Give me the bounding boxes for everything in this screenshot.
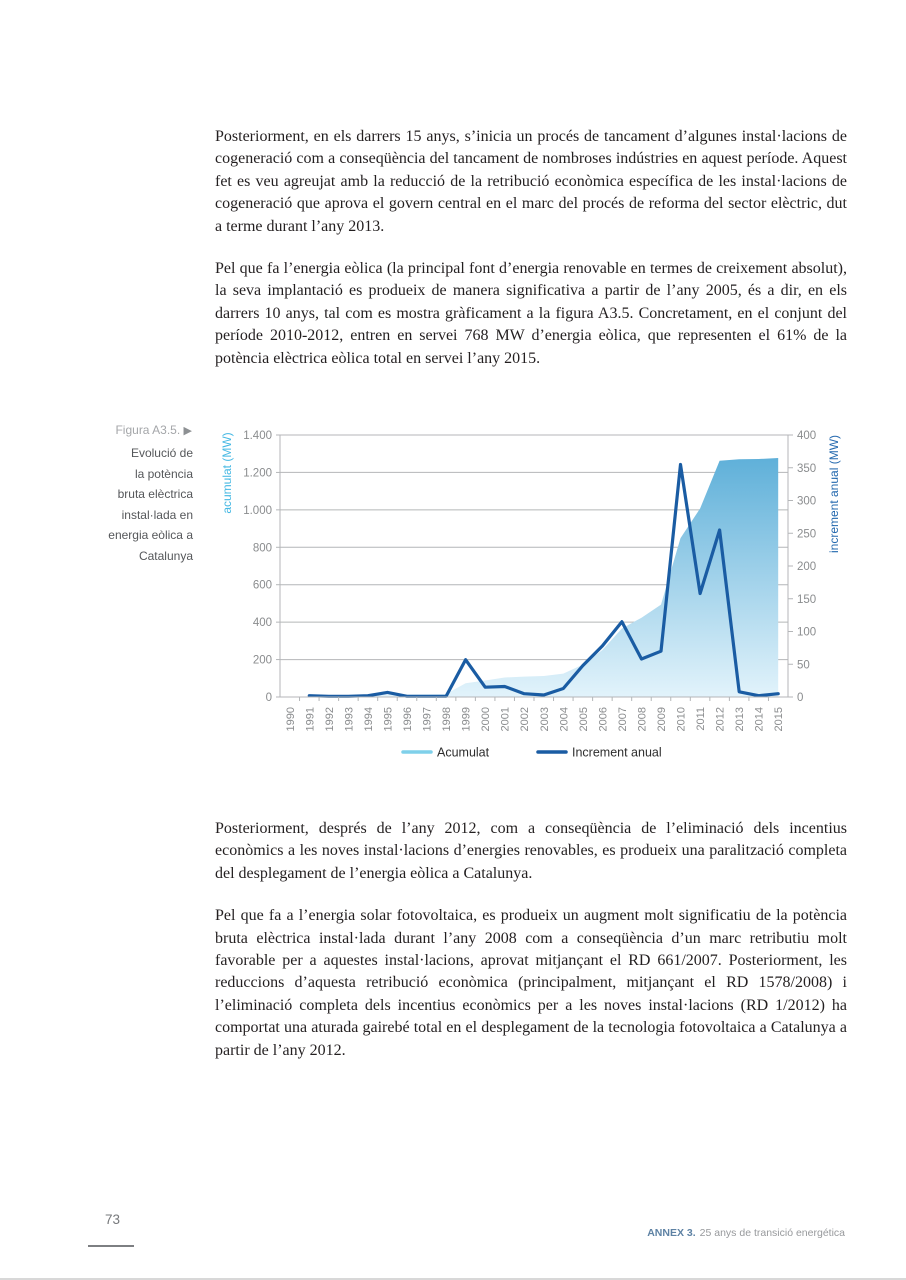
figure-chart-svg: 0 200 400 600 800 1.000 1.200 1.400 0 50 100 150 200…: [220, 430, 841, 760]
left-axis-tick-label: 1.400: [243, 430, 272, 442]
x-axis-tick-label: 2003: [539, 707, 551, 731]
right-axis-tick-label: 150: [797, 594, 816, 606]
figure-arrow-icon: ▶: [183, 425, 193, 437]
page-number-rule: [88, 1245, 134, 1247]
right-axis-tick-label: 350: [797, 463, 816, 475]
series-increment-line: [307, 462, 780, 698]
x-axis-tick-label: 1991: [304, 707, 316, 731]
right-axis-tick-label: 200: [797, 561, 816, 573]
right-axis-tick-label: 50: [797, 659, 810, 671]
page-number: 73: [105, 1212, 121, 1227]
x-axis-tick-label: 2015: [773, 707, 785, 731]
x-axis-tick-label: 2002: [519, 707, 531, 731]
x-axis-tick-label: 2000: [480, 707, 492, 731]
x-axis-tick-label: 2008: [636, 707, 648, 731]
x-axis-tick-label: 2007: [617, 707, 629, 731]
x-axis-tick-label: 1997: [422, 707, 434, 731]
right-axis-tick-label: 300: [797, 496, 816, 508]
footer-annex-label: ANNEX 3.: [647, 1227, 696, 1239]
body-text-bottom: Posteriorment, després de l’any 2012, co…: [215, 818, 847, 1082]
left-axis-tick-label: 400: [253, 617, 272, 629]
x-axis-tick-label: 2011: [695, 707, 707, 731]
paragraph-2: Pel que fa l’energia eòlica (la principa…: [215, 260, 847, 367]
x-axis-tick-label: 1993: [343, 707, 355, 731]
x-axis-tick-label: 1994: [363, 707, 375, 731]
footer-doc-title: 25 anys de transició energética: [699, 1227, 845, 1239]
left-axis-tick-label: 0: [266, 692, 272, 704]
legend-label-increment: Increment anual: [572, 746, 662, 760]
x-axis-tick-label: 1995: [382, 707, 394, 731]
paragraph-1: Posteriorment, en els darrers 15 anys, s…: [215, 128, 847, 235]
right-axis-title: increment anual (MW): [827, 435, 841, 553]
figure-chart: 0 200 400 600 800 1.000 1.200 1.400 0 50 100 150 200…: [218, 418, 868, 768]
legend-label-acumulat: Acumulat: [437, 746, 490, 760]
right-axis-tick-label: 0: [797, 692, 803, 704]
left-axis-tick-label: 1.000: [243, 505, 272, 517]
paragraph-3: Posteriorment, després de l’any 2012, co…: [215, 820, 847, 882]
left-axis-tick-label: 800: [253, 542, 272, 554]
figure-description: Evolució de la potència bruta elèctrica …: [108, 446, 193, 563]
body-text-top: Posteriorment, en els darrers 15 anys, s…: [215, 126, 847, 390]
x-axis-tick-label: 1992: [324, 707, 336, 731]
left-axis-tick-label: 200: [253, 655, 272, 667]
right-axis-tick-label: 250: [797, 528, 816, 540]
x-axis-tick-label: 2013: [734, 707, 746, 731]
left-axis-title: acumulat (MW): [220, 432, 234, 513]
x-axis-tick-label: 1996: [402, 707, 414, 731]
x-axis-tick-label: 2004: [558, 707, 570, 731]
x-axis-tick-label: 2010: [676, 707, 688, 731]
x-axis-tick-label: 1998: [441, 707, 453, 731]
x-axis-tick-label: 1990: [285, 707, 297, 731]
right-axis-tick-label: 100: [797, 627, 816, 639]
x-axis-tick-label: 1999: [461, 707, 473, 731]
series-acumulat-area: [289, 458, 779, 697]
figure-caption: Figura A3.5. ▶ Evolució de la potència b…: [40, 420, 193, 566]
x-axis-tick-label: 2009: [656, 707, 668, 731]
left-axis-tick-label: 600: [253, 580, 272, 592]
x-axis-tick-label: 2012: [715, 707, 727, 731]
paragraph-4: Pel que fa a l’energia solar fotovoltaic…: [215, 907, 847, 1059]
x-axis-tick-label: 2005: [578, 707, 590, 731]
x-axis-tick-label: 2006: [597, 707, 609, 731]
left-axis-tick-label: 1.200: [243, 467, 272, 479]
x-axis-tick-label: 2001: [500, 707, 512, 731]
x-axis-tick-label: 2014: [754, 707, 766, 731]
footer-running-title: ANNEX 3. 25 anys de transició energética: [647, 1227, 845, 1239]
right-axis-tick-label: 400: [797, 430, 816, 442]
figure-label: Figura A3.5. ▶: [115, 423, 193, 437]
